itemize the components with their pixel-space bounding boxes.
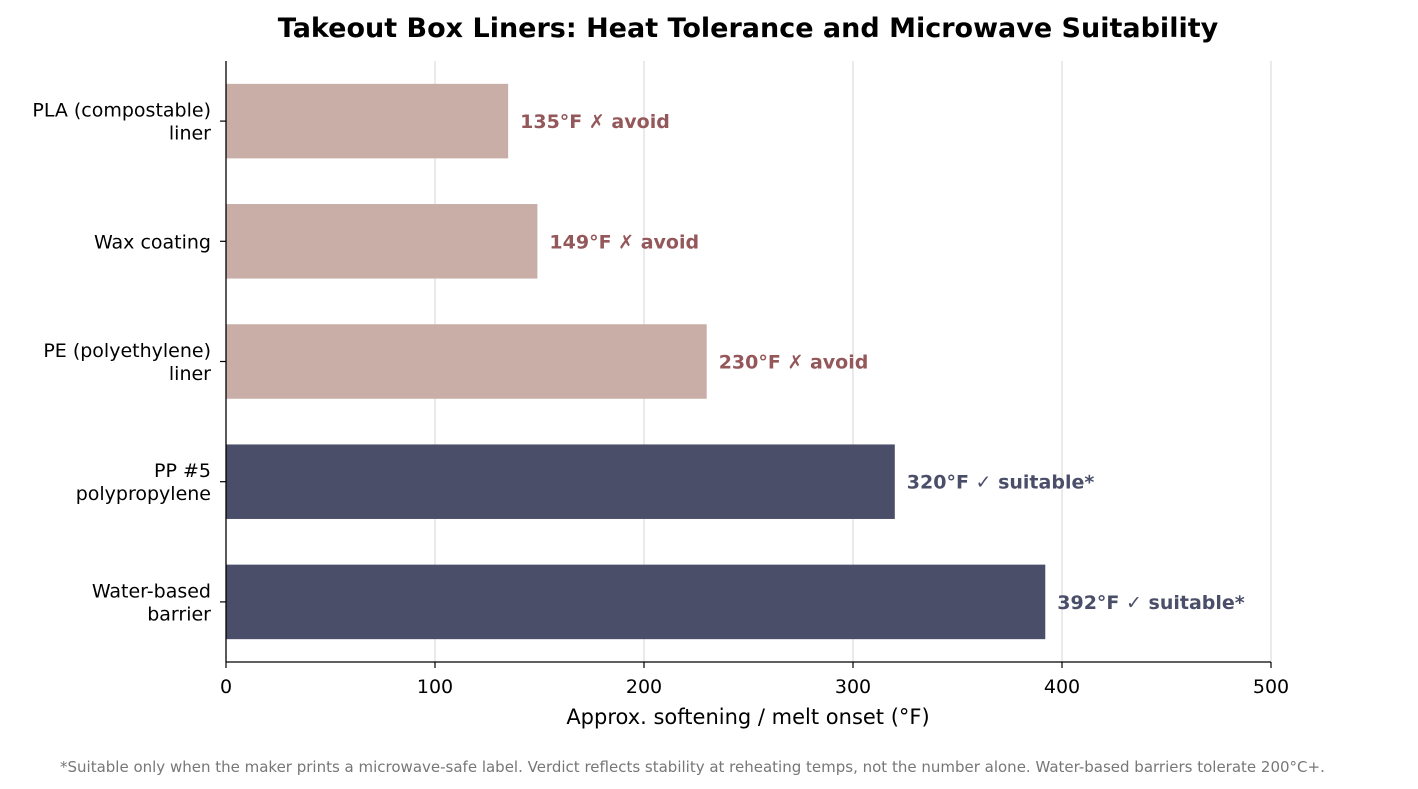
bar-suitable — [226, 564, 1046, 640]
bar-labels: 135°F ✗ avoid 149°F ✗ avoid 230°F ✗ avoid 3… — [520, 111, 1245, 614]
x-tick-label: 200 — [626, 676, 662, 698]
footnote: *Suitable only when the maker prints a m… — [60, 758, 1325, 776]
x-ticks: 0 100 200 300 400 500 — [220, 662, 1289, 698]
x-tick-label: 400 — [1044, 676, 1080, 698]
x-tick-label: 300 — [835, 676, 871, 698]
bar-avoid — [226, 324, 707, 399]
category-label: barrier — [147, 603, 211, 625]
x-tick-label: 0 — [220, 676, 232, 698]
category-label: Water-based — [92, 580, 211, 602]
category-label: liner — [169, 123, 211, 145]
category-label: polypropylene — [76, 483, 211, 505]
x-axis-label: Approx. softening / melt onset (°F) — [566, 705, 929, 729]
x-tick-label: 100 — [417, 676, 453, 698]
bar-value-label: 392°F ✓ suitable* — [1057, 592, 1245, 614]
gridlines — [434, 61, 1272, 662]
category-label: PLA (compostable) — [32, 100, 211, 122]
bar-value-label: 320°F ✓ suitable* — [907, 472, 1095, 494]
bar-value-label: 230°F ✗ avoid — [719, 352, 869, 374]
bar-value-label: 135°F ✗ avoid — [520, 111, 670, 133]
chart-title: Takeout Box Liners: Heat Tolerance and M… — [278, 13, 1219, 44]
bar-value-label: 149°F ✗ avoid — [549, 231, 699, 253]
bar-avoid — [226, 83, 509, 159]
category-label: liner — [169, 363, 211, 385]
category-label: Wax coating — [94, 231, 211, 253]
bars — [226, 83, 1046, 640]
bar-suitable — [226, 444, 895, 519]
category-label: PP #5 — [154, 460, 211, 482]
category-label: PE (polyethylene) — [43, 340, 211, 362]
x-tick-label: 500 — [1253, 676, 1289, 698]
bar-avoid — [226, 204, 538, 279]
